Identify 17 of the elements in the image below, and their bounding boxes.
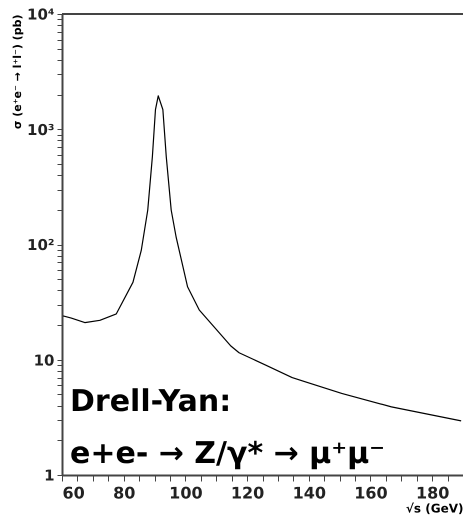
- x-axis-title: √s (GeV): [406, 502, 463, 516]
- annotation: e+e- → Z/γ* → μ⁺μ⁻: [70, 436, 385, 471]
- y-tick-label: 10³: [27, 120, 54, 139]
- annotation: Drell-Yan:: [70, 384, 232, 419]
- x-tick-label: 120: [230, 484, 264, 502]
- y-axis-title: σ (e⁺e⁻ → l⁺l⁻) (pb): [11, 14, 24, 130]
- y-tick-label: 10²: [27, 236, 54, 254]
- x-tick-label: 100: [169, 484, 203, 502]
- y-tick-label: 10⁴: [27, 6, 54, 24]
- x-tick-label: 60: [62, 484, 85, 502]
- x-tick-label: 140: [292, 484, 326, 502]
- line-series: [62, 95, 462, 422]
- x-tick-label: 80: [113, 484, 136, 502]
- y-tick-label: 1: [44, 466, 54, 484]
- y-tick-label: 10: [34, 351, 54, 370]
- x-tick-label: 180: [416, 484, 450, 502]
- x-tick-label: 160: [354, 484, 388, 502]
